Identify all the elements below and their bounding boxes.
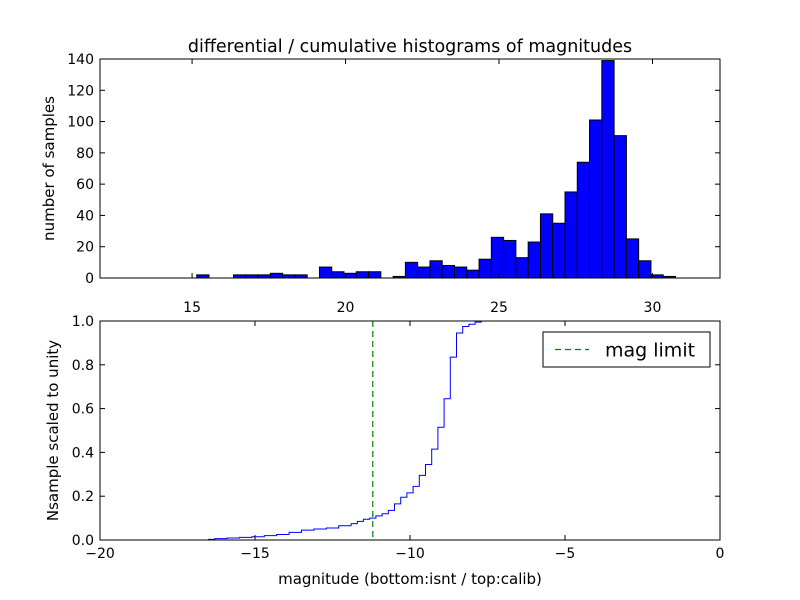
histogram-bar [515, 257, 529, 279]
histogram-bar [576, 161, 591, 279]
histogram-bar [490, 236, 505, 279]
cumulative-x-tick-label: −15 [240, 546, 270, 562]
cumulative-x-axis-label: magnitude (bottom:isnt / top:calib) [278, 570, 542, 588]
histogram-x-tick-label: 15 [183, 300, 201, 316]
cumulative-x-tick-label: −20 [85, 546, 115, 562]
histogram-x-tick-label: 30 [644, 300, 662, 316]
histogram-bar [478, 258, 492, 279]
cumulative-y-tick-label: 0.8 [72, 358, 94, 374]
histogram-bar [503, 239, 517, 279]
histogram-bar [429, 260, 443, 279]
histogram-bar [589, 119, 603, 279]
histogram-x-tick-label: 25 [490, 300, 508, 316]
histogram-y-tick-label: 0 [85, 271, 94, 287]
histogram-bar [331, 271, 345, 279]
histogram-ticks: 15 20 25 30 0 20 40 60 80 100 120 140 [67, 52, 720, 316]
histogram-bar [454, 266, 468, 279]
histogram-y-tick-label: 20 [76, 240, 94, 256]
cumulative-x-tick-label: −5 [555, 546, 576, 562]
cumulative-x-tick-label: −10 [395, 546, 425, 562]
cumulative-y-tick-label: 0.6 [72, 402, 94, 418]
cumulative-y-axis-label: Nsample scaled to unity [44, 340, 62, 521]
histogram-x-tick-label: 20 [337, 300, 355, 316]
histogram-y-axis-label: number of samples [40, 96, 58, 241]
histogram-bar [466, 269, 480, 279]
legend-label: mag limit [605, 340, 695, 362]
histogram-bar [564, 191, 578, 279]
cumulative-y-tick-label: 1.0 [72, 314, 94, 330]
histogram-bar [539, 213, 554, 279]
cumulative-panel: −20 −15 −10 −5 0 0.0 0.2 0.4 0.6 0.8 1.0 magnitude… [44, 314, 724, 588]
histogram-bar [552, 222, 566, 279]
histogram-y-tick-label: 40 [76, 208, 94, 224]
histogram-y-tick-label: 140 [67, 52, 94, 68]
histogram-y-tick-label: 120 [67, 83, 94, 99]
histogram-bar [355, 271, 370, 279]
cumulative-x-tick-label: 0 [716, 546, 725, 562]
histogram-panel: differential / cumulative histograms of … [40, 37, 721, 316]
cumulative-y-tick-label: 0.4 [72, 445, 94, 461]
histogram-bar [638, 260, 652, 279]
histogram-bar [404, 261, 419, 279]
cumulative-ticks: −20 −15 −10 −5 0 0.0 0.2 0.4 0.6 0.8 1.0 [72, 314, 725, 562]
histogram-y-tick-label: 60 [76, 177, 94, 193]
histogram-bar [441, 264, 456, 279]
histogram-bar [625, 238, 640, 279]
cumulative-y-tick-label: 0.2 [72, 489, 94, 505]
histogram-axes-frame [99, 58, 721, 279]
histogram-bar [318, 266, 333, 279]
histogram-bar [613, 135, 627, 279]
histogram-bars [196, 60, 676, 279]
histogram-bar [527, 241, 541, 279]
cumulative-step-line [100, 320, 721, 541]
chart-title: differential / cumulative histograms of … [188, 37, 632, 57]
cumulative-y-tick-label: 0.0 [72, 533, 94, 549]
histogram-bar [601, 60, 615, 279]
legend: mag limit [542, 331, 711, 368]
histogram-y-tick-label: 100 [67, 115, 94, 131]
histogram-bar [368, 271, 382, 279]
histogram-bar [417, 266, 431, 279]
histogram-bar [269, 272, 284, 279]
histogram-y-tick-label: 80 [76, 146, 94, 162]
